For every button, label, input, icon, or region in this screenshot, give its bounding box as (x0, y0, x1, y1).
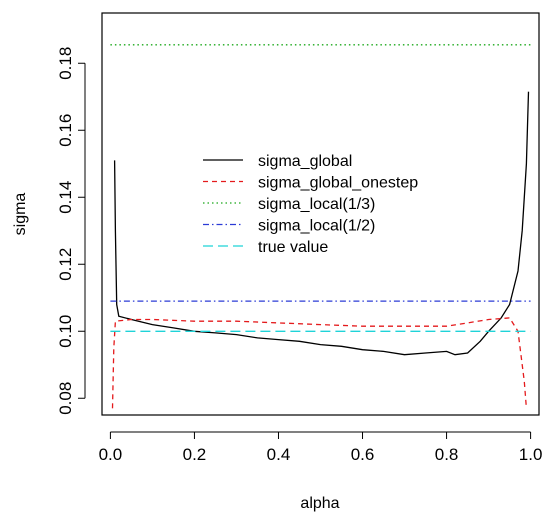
y-tick-label-2: 0.12 (56, 248, 75, 281)
y-tick-label-4: 0.16 (56, 114, 75, 147)
legend-label-0: sigma_global (258, 153, 352, 170)
legend: sigma_global sigma_global_onestep sigma_lo… (203, 153, 418, 256)
x-axis: 0.0 0.2 0.4 0.6 0.8 1.0 (99, 431, 543, 464)
plot-frame (101, 12, 540, 416)
x-axis-title: alpha (300, 495, 339, 512)
series-line-0 (113, 91, 530, 356)
y-tick-label-1: 0.10 (56, 315, 75, 348)
series-line-1 (111, 317, 528, 409)
legend-label-1: sigma_global_onestep (258, 175, 418, 192)
legend-label-4: true value (258, 239, 328, 256)
x-tick-label-1: 0.2 (183, 445, 207, 464)
x-tick-label-4: 0.8 (435, 445, 459, 464)
y-axis-title: sigma (12, 193, 29, 236)
x-tick-label-5: 1.0 (519, 445, 543, 464)
series-layer (110, 44, 531, 409)
y-tick-label-0: 0.08 (56, 382, 75, 415)
y-tick-label-3: 0.14 (56, 181, 75, 214)
x-tick-label-2: 0.4 (267, 445, 291, 464)
legend-label-3: sigma_local(1/2) (258, 218, 375, 235)
y-axis: 0.08 0.10 0.12 0.14 0.16 0.18 (56, 47, 86, 415)
x-tick-label-0: 0.0 (99, 445, 123, 464)
legend-label-2: sigma_local(1/3) (258, 196, 375, 213)
y-tick-label-5: 0.18 (56, 47, 75, 80)
x-tick-label-3: 0.6 (351, 445, 375, 464)
